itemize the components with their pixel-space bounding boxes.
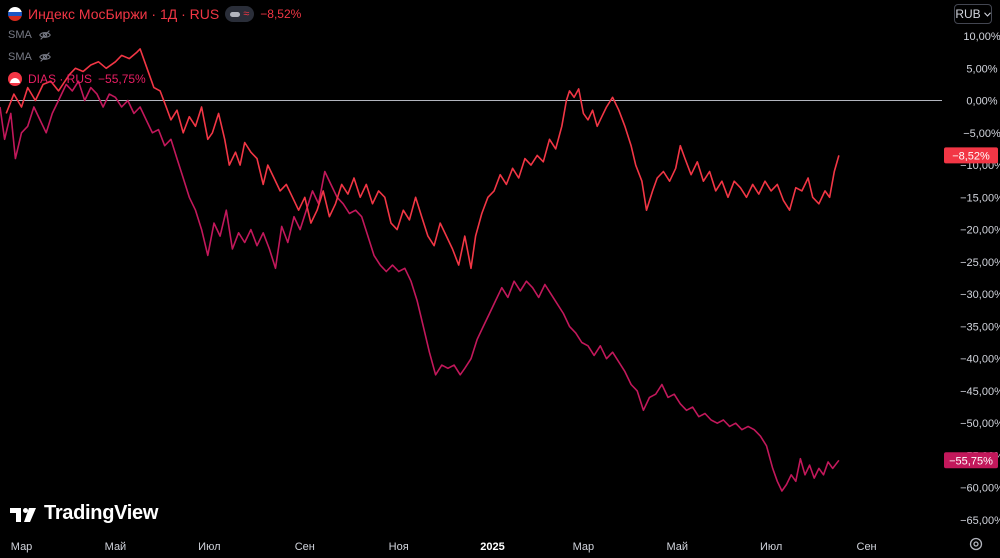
- y-tick-label: 0,00%: [966, 96, 997, 108]
- last-value-badge-dias: −55,75%: [944, 452, 998, 469]
- x-tick-label: Май: [666, 541, 688, 553]
- eye-hidden-icon[interactable]: [38, 28, 52, 42]
- y-tick-label: −50,00%: [960, 418, 1000, 430]
- compare-label: DIAS · RUS: [28, 72, 93, 86]
- x-tick-label: Мар: [11, 541, 33, 553]
- indicator-label: SMA: [8, 29, 32, 41]
- approx-icon: ≈: [243, 7, 250, 20]
- y-tick-label: −40,00%: [960, 354, 1000, 366]
- series-line-imoex: [5, 48, 840, 270]
- toggle-pill-icon: [230, 11, 241, 17]
- symbol-legend[interactable]: Индекс МосБиржи · 1Д · RUS ≈ −8,52%: [8, 6, 301, 22]
- chevron-down-icon: [983, 11, 991, 17]
- chart-mode-toggle[interactable]: ≈: [225, 6, 255, 22]
- tradingview-mark-icon: [10, 507, 36, 522]
- badge-value: −8,52%: [952, 150, 990, 162]
- badge-value: −55,75%: [949, 455, 993, 467]
- russia-flag-icon: [8, 7, 22, 21]
- indicator-sma-1[interactable]: SMA: [8, 28, 52, 42]
- y-tick-label: −15,00%: [960, 192, 1000, 204]
- y-tick-label: 10,00%: [963, 31, 1000, 43]
- compare-legend-dias[interactable]: DIAS · RUS −55,75%: [8, 72, 146, 86]
- y-tick-label: 5,00%: [966, 63, 997, 75]
- currency-button[interactable]: RUB: [954, 4, 992, 24]
- badge-background: [944, 452, 998, 469]
- x-tick-label: Мар: [573, 541, 595, 553]
- compare-change: −55,75%: [98, 72, 146, 86]
- gear-icon[interactable]: [968, 536, 984, 552]
- x-tick-label: Сен: [857, 541, 877, 553]
- y-tick-label: −65,00%: [960, 515, 1000, 527]
- y-tick-label: −45,00%: [960, 386, 1000, 398]
- logo-text: TradingView: [44, 502, 159, 524]
- dias-logo-icon: [8, 72, 22, 86]
- symbol-change: −8,52%: [260, 7, 302, 21]
- badge-background: [944, 147, 998, 164]
- x-tick-label: Ноя: [389, 541, 409, 553]
- eye-hidden-icon[interactable]: [38, 50, 52, 64]
- y-tick-label: −5,00%: [963, 128, 1000, 140]
- x-tick-label: 2025: [480, 541, 504, 553]
- x-tick-label: Май: [105, 541, 127, 553]
- x-tick-label: Июл: [198, 541, 220, 553]
- currency-label: RUB: [955, 7, 981, 21]
- x-tick-label: Июл: [760, 541, 782, 553]
- series-line-dias: [0, 80, 840, 492]
- y-tick-label: −35,00%: [960, 321, 1000, 333]
- x-tick-label: Сен: [295, 541, 315, 553]
- y-tick-label: −20,00%: [960, 225, 1000, 237]
- symbol-title: Индекс МосБиржи · 1Д · RUS: [28, 6, 220, 22]
- tradingview-logo[interactable]: TradingView: [10, 502, 158, 525]
- y-tick-label: −25,00%: [960, 257, 1000, 269]
- indicator-sma-2[interactable]: SMA: [8, 50, 52, 64]
- last-value-badge-imoex: −8,52%: [944, 147, 998, 164]
- y-tick-label: −60,00%: [960, 483, 1000, 495]
- y-tick-label: −30,00%: [960, 289, 1000, 301]
- indicator-label: SMA: [8, 51, 32, 63]
